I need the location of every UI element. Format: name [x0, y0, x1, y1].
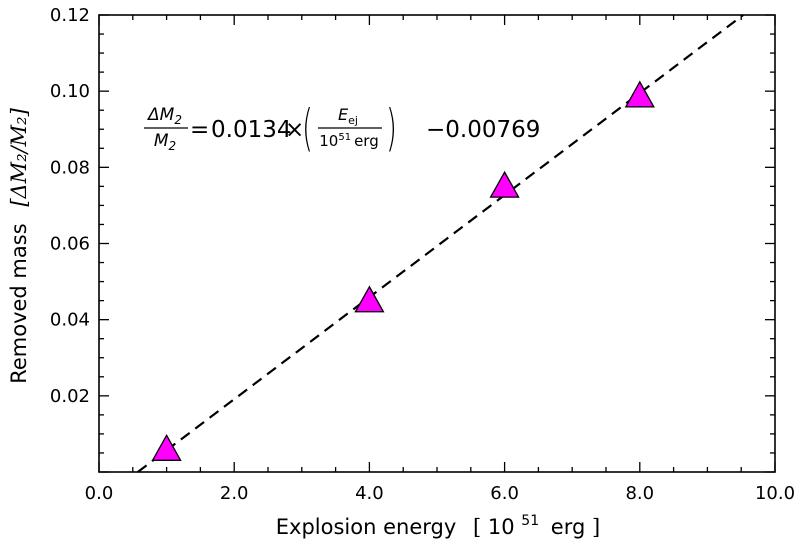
- y-tick-label: 0.02: [50, 386, 90, 407]
- eq-lhs-numerator: ΔM2: [146, 105, 182, 127]
- eq-paren-close: ): [386, 98, 397, 157]
- y-axis-unit: [ΔM₂/M₂]: [7, 107, 31, 206]
- y-tick-labels: 0.02 0.04 0.06 0.08 0.10 0.12: [50, 5, 90, 407]
- eq-constant: −0.00769: [426, 117, 540, 143]
- x-axis-unit-exp: 51: [521, 513, 539, 529]
- x-tick-label: 4.0: [355, 483, 384, 504]
- fit-line: [137, 14, 744, 473]
- y-tick-label: 0.08: [50, 157, 90, 178]
- x-tick-label: 6.0: [490, 483, 519, 504]
- x-axis-bracket-close: ]: [592, 515, 600, 539]
- data-point-marker: [624, 80, 655, 108]
- y-axis-label-text: Removed mass: [7, 223, 31, 383]
- eq-equals: =: [190, 117, 209, 143]
- x-tick-label: 0.0: [85, 483, 114, 504]
- eq-lhs-denominator: M2: [154, 131, 176, 153]
- data-point-marker: [489, 170, 520, 198]
- fit-equation: ΔM2 M2 = 0.0134 × ( Eej 1051 erg ) −0.007…: [144, 98, 540, 157]
- x-axis-unit-tail: erg: [551, 515, 586, 539]
- eq-rhs-numerator: Eej: [338, 105, 358, 127]
- x-axis-label-text: Explosion energy: [276, 515, 457, 539]
- eq-rhs-denominator: 1051 erg: [319, 132, 378, 150]
- y-tick-label: 0.10: [50, 81, 90, 102]
- plot-frame: [98, 14, 776, 473]
- points-layer: [151, 80, 655, 461]
- eq-paren-open: (: [302, 98, 313, 157]
- x-tick-label: 8.0: [625, 483, 654, 504]
- data-point-marker: [354, 285, 385, 313]
- x-axis-bracket-open: [: [473, 515, 481, 539]
- y-axis-label: Removed mass [ΔM₂/M₂]: [7, 107, 31, 383]
- x-tick-label: 10.0: [755, 483, 795, 504]
- x-tick-label: 2.0: [220, 483, 249, 504]
- x-axis-unit-base: 10: [488, 515, 515, 539]
- y-tick-label: 0.06: [50, 234, 90, 255]
- x-tick-labels: 0.0 2.0 4.0 6.0 8.0 10.0: [85, 483, 795, 504]
- y-tick-label: 0.12: [50, 5, 90, 26]
- eq-coefficient: 0.0134: [211, 117, 291, 143]
- x-axis-label: Explosion energy [ 10 51 erg ]: [276, 506, 600, 539]
- data-point-marker: [151, 433, 182, 461]
- y-tick-label: 0.04: [50, 310, 90, 331]
- eq-times: ×: [285, 117, 304, 143]
- ticks-layer: [98, 14, 776, 473]
